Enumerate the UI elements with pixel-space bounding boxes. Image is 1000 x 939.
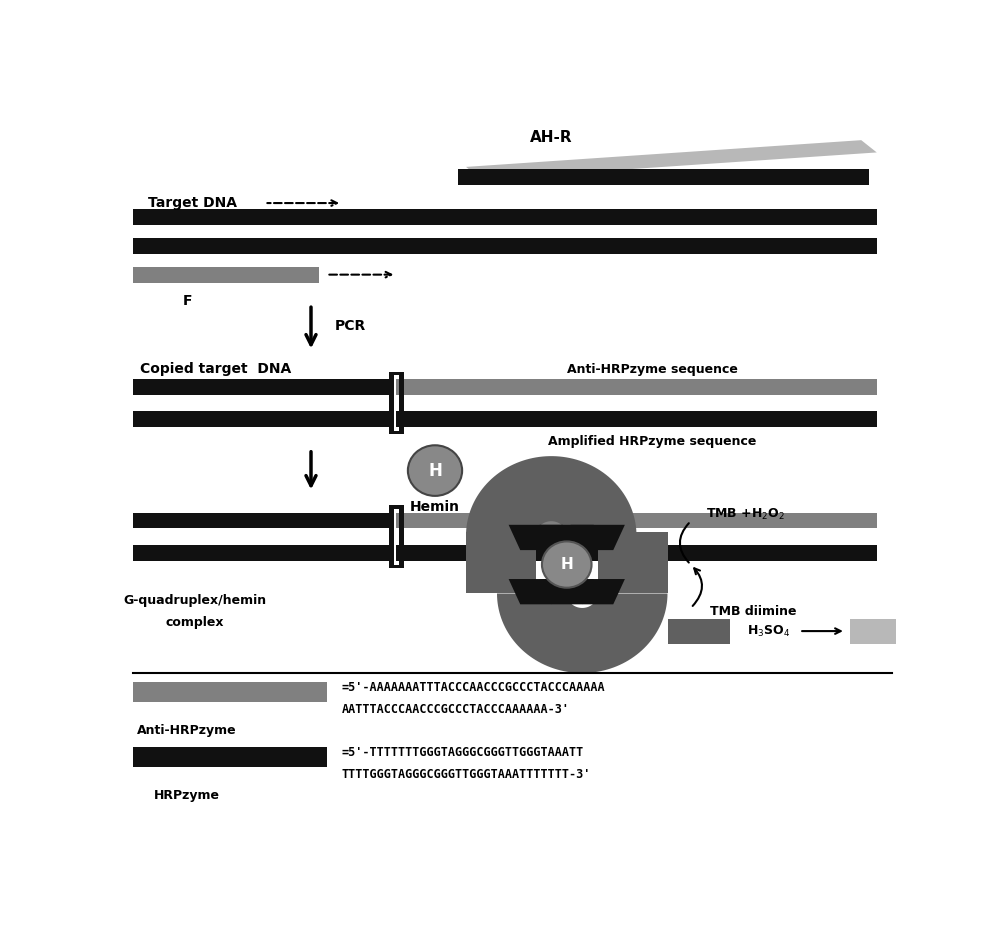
Bar xyxy=(389,372,404,376)
Polygon shape xyxy=(571,525,625,550)
Bar xyxy=(133,411,388,427)
Text: PCR: PCR xyxy=(334,319,366,333)
Bar xyxy=(389,564,404,568)
Text: G-quadruplex/hemin: G-quadruplex/hemin xyxy=(123,594,266,608)
Bar xyxy=(396,513,877,529)
Text: H: H xyxy=(560,557,573,572)
Text: TTTTGGGTAGGGCGGGTTGGGTAAATTTTTTT-3': TTTTGGGTAGGGCGGGTTGGGTAAATTTTTTT-3' xyxy=(342,768,591,780)
Bar xyxy=(133,513,388,529)
Polygon shape xyxy=(497,593,668,673)
Polygon shape xyxy=(509,579,563,605)
Bar xyxy=(389,505,404,509)
Text: AH-R: AH-R xyxy=(530,131,573,146)
Bar xyxy=(133,267,319,283)
Circle shape xyxy=(542,542,592,588)
Text: Hemin: Hemin xyxy=(410,500,460,514)
Text: F: F xyxy=(182,294,192,308)
Bar xyxy=(668,619,730,644)
Bar xyxy=(133,682,326,702)
Bar xyxy=(598,532,668,593)
Text: =5'-TTTTTTTGGGTAGGGCGGGTTGGGTAAATT: =5'-TTTTTTTGGGTAGGGCGGGTTGGGTAAATT xyxy=(342,747,584,759)
Text: H: H xyxy=(428,462,442,480)
Bar xyxy=(133,208,877,224)
Polygon shape xyxy=(509,525,563,550)
Bar xyxy=(399,372,404,435)
Bar xyxy=(133,378,388,394)
Text: =5'-AAAAAAATTTACCCAACCCGCCCTACCCAAAAA: =5'-AAAAAAATTTACCCAACCCGCCCTACCCAAAAA xyxy=(342,681,606,694)
Text: Target DNA: Target DNA xyxy=(148,196,237,210)
Bar xyxy=(399,505,404,568)
Polygon shape xyxy=(466,140,877,179)
Bar xyxy=(396,411,877,427)
Text: AATTTACCCAACCCGCCCTACCCAAAAAA-3': AATTTACCCAACCCGCCCTACCCAAAAAA-3' xyxy=(342,702,570,716)
Bar xyxy=(850,619,896,644)
Bar xyxy=(133,238,877,254)
Text: Anti-HRPzyme sequence: Anti-HRPzyme sequence xyxy=(567,362,737,376)
Polygon shape xyxy=(571,579,625,605)
Polygon shape xyxy=(540,525,594,550)
Circle shape xyxy=(408,445,462,496)
Bar xyxy=(133,747,326,767)
Text: H$_3$SO$_4$: H$_3$SO$_4$ xyxy=(747,623,790,639)
Bar xyxy=(133,545,388,561)
Bar xyxy=(389,372,394,435)
Polygon shape xyxy=(466,456,637,535)
Text: TMB +H$_2$O$_2$: TMB +H$_2$O$_2$ xyxy=(706,506,785,521)
Bar xyxy=(458,169,869,185)
Bar xyxy=(389,431,404,435)
Bar xyxy=(396,545,877,561)
Text: HRPzyme: HRPzyme xyxy=(154,790,220,803)
Bar xyxy=(396,378,877,394)
Text: Copied target  DNA: Copied target DNA xyxy=(140,362,292,377)
Text: TMB diimine: TMB diimine xyxy=(710,605,797,618)
Text: complex: complex xyxy=(166,616,224,629)
Bar xyxy=(389,505,394,568)
Bar xyxy=(466,532,536,593)
Text: Amplified HRPzyme sequence: Amplified HRPzyme sequence xyxy=(548,435,756,448)
Polygon shape xyxy=(540,579,594,605)
Text: Anti-HRPzyme: Anti-HRPzyme xyxy=(137,724,237,737)
